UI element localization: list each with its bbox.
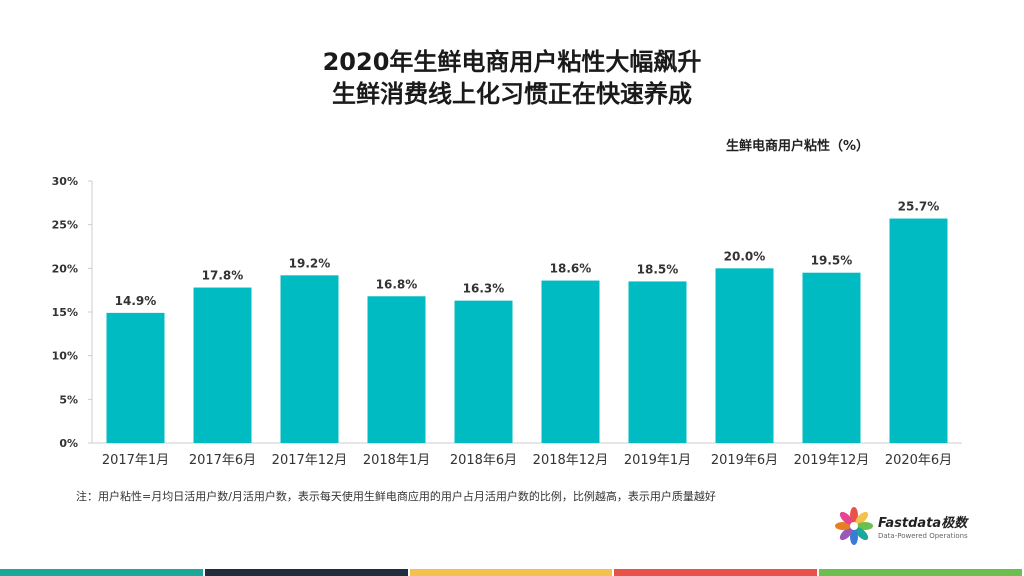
strip-segment bbox=[204, 569, 408, 576]
x-tick-label: 2017年6月 bbox=[189, 453, 256, 468]
data-label: 18.6% bbox=[550, 262, 592, 276]
x-tick-label: 2018年6月 bbox=[450, 453, 517, 468]
bottom-color-strip bbox=[0, 569, 1024, 576]
x-tick-label: 2020年6月 bbox=[885, 453, 952, 468]
x-tick-label: 2018年12月 bbox=[533, 453, 609, 468]
logo-subtitle: Data-Powered Operations bbox=[878, 532, 968, 540]
y-tick-label: 15% bbox=[52, 306, 78, 319]
data-label: 18.5% bbox=[637, 262, 679, 276]
y-tick-label: 20% bbox=[52, 262, 78, 275]
bar bbox=[367, 296, 426, 443]
bar bbox=[454, 300, 513, 443]
x-tick-label: 2019年12月 bbox=[794, 453, 870, 468]
bar bbox=[193, 287, 252, 443]
x-tick-label: 2017年12月 bbox=[272, 453, 348, 468]
footnote: 注：用户粘性=月均日活用户数/月活用户数，表示每天使用生鲜电商应用的用户占月活用… bbox=[76, 490, 716, 503]
strip-segment bbox=[409, 569, 613, 576]
data-label: 17.8% bbox=[202, 269, 244, 283]
bar bbox=[628, 281, 687, 443]
bar bbox=[889, 218, 948, 443]
data-label: 14.9% bbox=[115, 294, 157, 308]
strip-segment bbox=[614, 569, 818, 576]
bar bbox=[802, 272, 861, 443]
data-label: 19.2% bbox=[289, 256, 331, 270]
flower-logo-icon bbox=[835, 507, 873, 545]
bar bbox=[715, 268, 774, 443]
y-tick-label: 10% bbox=[52, 350, 78, 363]
data-label: 25.7% bbox=[898, 200, 940, 214]
y-tick-label: 25% bbox=[52, 219, 78, 232]
chart-title-line1: 2020年生鲜电商用户粘性大幅飙升 bbox=[322, 48, 702, 76]
series-legend: 生鲜电商用户粘性（%） bbox=[726, 139, 870, 154]
data-label: 19.5% bbox=[811, 254, 853, 268]
x-tick-label: 2019年1月 bbox=[624, 453, 691, 468]
bar bbox=[106, 312, 165, 443]
bar bbox=[280, 275, 339, 443]
y-tick-label: 30% bbox=[52, 175, 78, 188]
x-tick-label: 2018年1月 bbox=[363, 453, 430, 468]
x-tick-label: 2019年6月 bbox=[711, 453, 778, 468]
brand-logo: Fastdata极数 Data-Powered Operations bbox=[834, 506, 984, 546]
y-tick-label: 0% bbox=[59, 437, 78, 450]
bar bbox=[541, 280, 600, 443]
data-label: 16.3% bbox=[463, 282, 505, 296]
strip-segment bbox=[0, 569, 203, 576]
bar-chart: 0% 5% 10% 15% 20% 25% 30% 14.9% 2017年1月 17.8% 2017… bbox=[52, 175, 962, 468]
data-label: 16.8% bbox=[376, 277, 418, 291]
y-tick-label: 5% bbox=[59, 393, 78, 406]
chart-title-line2: 生鲜消费线上化习惯正在快速养成 bbox=[332, 80, 692, 108]
logo-text: Fastdata极数 bbox=[878, 516, 968, 531]
data-label: 20.0% bbox=[724, 249, 766, 263]
x-tick-label: 2017年1月 bbox=[102, 453, 169, 468]
strip-segment bbox=[819, 569, 1022, 576]
